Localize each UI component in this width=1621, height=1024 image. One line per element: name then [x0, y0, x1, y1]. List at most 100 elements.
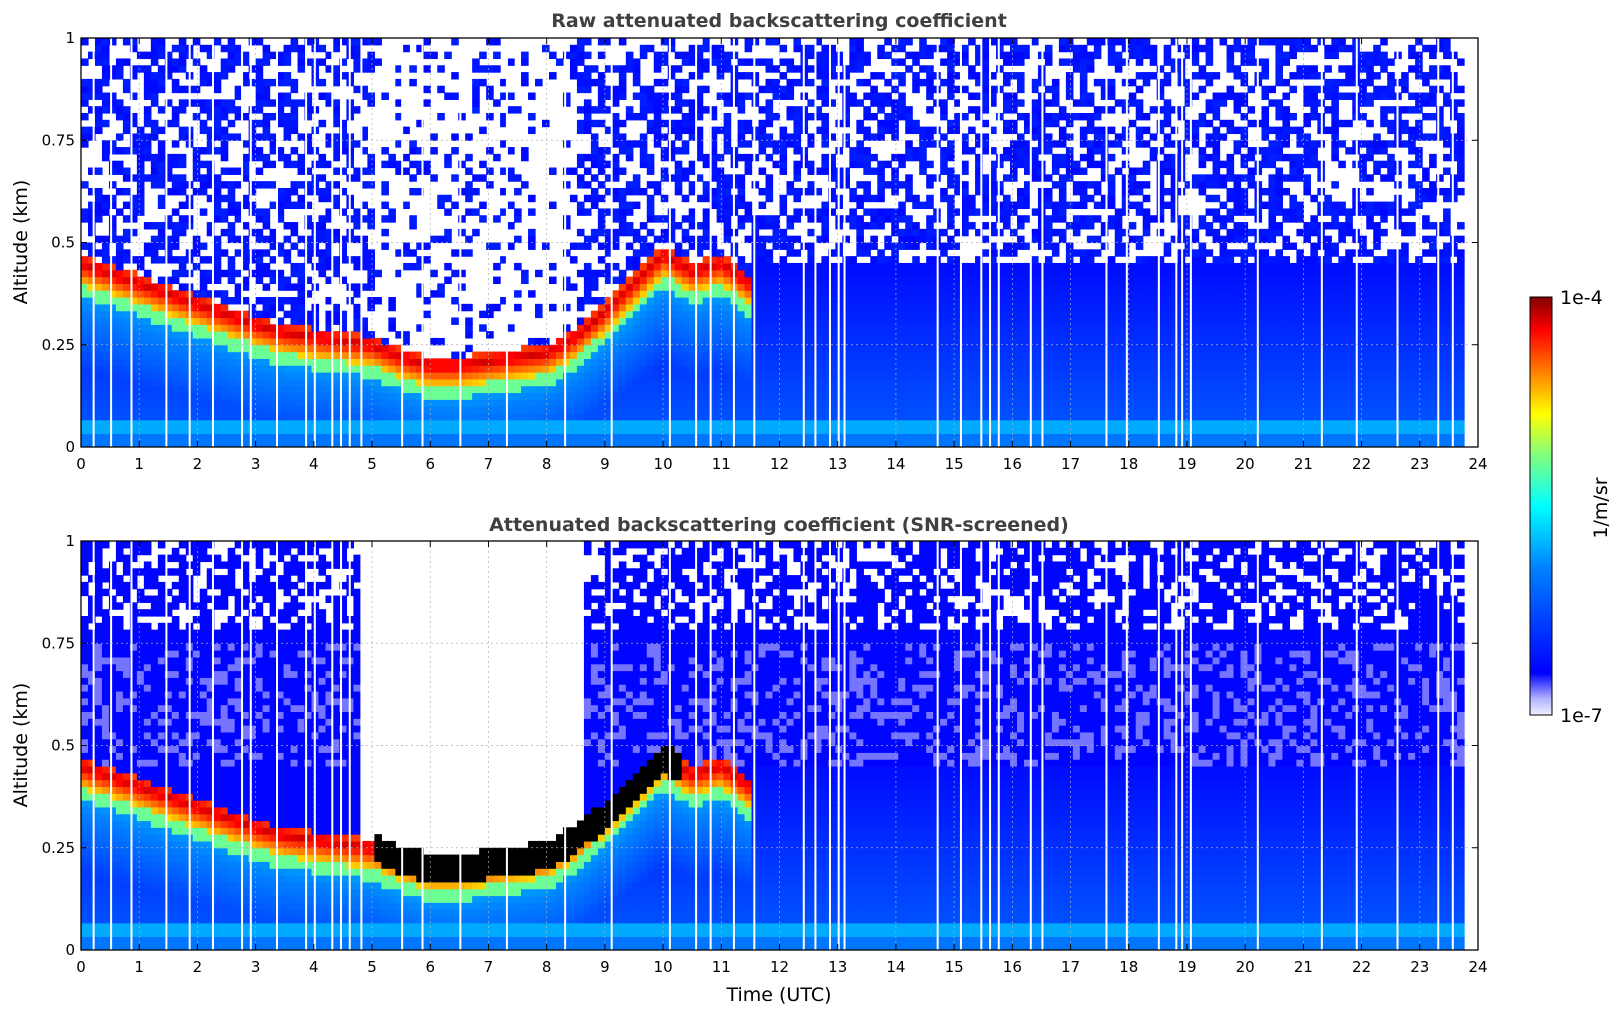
heatmap-cell: [122, 399, 131, 407]
heatmap-cell: [269, 269, 278, 278]
heatmap-cell: [863, 433, 871, 441]
heatmap-cell: [709, 262, 718, 271]
heatmap-cell: [129, 140, 138, 148]
heatmap-cell: [779, 201, 788, 210]
heatmap-cell: [150, 372, 159, 380]
heatmap-cell: [891, 72, 899, 80]
heatmap-cell: [283, 406, 292, 414]
heatmap-cell: [947, 276, 955, 284]
heatmap-cell: [926, 406, 934, 414]
heatmap-cell: [611, 290, 620, 298]
heatmap-cell: [723, 324, 732, 332]
heatmap-cell: [297, 133, 306, 141]
heatmap-cell: [206, 297, 215, 305]
heatmap-cell: [143, 140, 152, 148]
heatmap-cell: [877, 262, 885, 271]
heatmap-cell: [353, 310, 361, 319]
heatmap-cell: [898, 228, 906, 237]
heatmap-cell: [597, 194, 606, 203]
heatmap-cell: [695, 419, 704, 428]
heatmap-cell: [262, 269, 271, 278]
heatmap-cell: [716, 372, 725, 380]
heatmap-cell: [863, 269, 871, 278]
heatmap-cell: [667, 331, 676, 339]
heatmap-cell: [926, 372, 934, 380]
heatmap-cell: [758, 358, 767, 366]
heatmap-cell: [374, 297, 382, 305]
heatmap-cell: [751, 215, 760, 223]
heatmap-cell: [688, 344, 697, 353]
heatmap-cell: [674, 242, 683, 250]
heatmap-cell: [828, 372, 836, 380]
heatmap-cell: [884, 242, 892, 250]
heatmap-cell: [758, 392, 767, 400]
heatmap-cell: [255, 106, 264, 114]
heatmap-cell: [611, 426, 620, 434]
heatmap-cell: [255, 310, 264, 319]
heatmap-cell: [276, 406, 285, 414]
heatmap-cell: [234, 133, 243, 141]
heatmap-cell: [793, 317, 802, 325]
heatmap-cell: [702, 262, 711, 271]
heatmap-cell: [870, 331, 878, 339]
heatmap-cell: [863, 303, 871, 312]
heatmap-cell: [772, 344, 781, 353]
heatmap-cell: [304, 310, 313, 319]
heatmap-cell: [912, 337, 920, 346]
heatmap-cell: [164, 187, 173, 196]
heatmap-cell: [674, 181, 683, 189]
heatmap-cell: [674, 147, 683, 155]
heatmap-cell: [590, 419, 599, 428]
heatmap-cell: [877, 297, 885, 305]
heatmap-cell: [521, 392, 529, 400]
heatmap-cell: [863, 222, 871, 230]
heatmap-cell: [206, 290, 215, 298]
heatmap-cell: [360, 392, 368, 400]
heatmap-cell: [304, 372, 313, 380]
heatmap-cell: [821, 256, 829, 264]
heatmap-cell: [758, 372, 767, 380]
heatmap-cell: [583, 167, 592, 175]
heatmap-cell: [318, 372, 327, 380]
heatmap-cell: [604, 242, 613, 250]
heatmap-cell: [486, 351, 494, 359]
heatmap-cell: [269, 51, 278, 60]
heatmap-cell: [709, 365, 718, 373]
heatmap-cell: [339, 72, 348, 80]
heatmap-cell: [905, 228, 913, 237]
heatmap-cell: [765, 256, 774, 264]
heatmap-cell: [255, 167, 264, 175]
heatmap-cell: [157, 126, 166, 135]
heatmap-cell: [248, 351, 257, 359]
heatmap-cell: [772, 440, 781, 447]
heatmap-cell: [667, 147, 676, 155]
heatmap-cell: [227, 201, 236, 210]
heatmap-cell: [262, 399, 271, 407]
heatmap-cell: [870, 419, 878, 428]
heatmap-cell: [360, 65, 368, 73]
heatmap-cell: [814, 65, 823, 73]
heatmap-cell: [618, 92, 627, 100]
heatmap-cell: [772, 378, 781, 387]
heatmap-cell: [178, 262, 187, 271]
heatmap-cell: [297, 331, 306, 339]
heatmap-cell: [688, 126, 697, 135]
heatmap-cell: [828, 133, 836, 141]
heatmap-cell: [562, 337, 571, 346]
heatmap-cell: [374, 433, 382, 441]
heatmap-cell: [814, 297, 823, 305]
heatmap-cell: [465, 317, 473, 325]
heatmap-cell: [213, 399, 222, 407]
heatmap-cell: [227, 51, 236, 60]
heatmap-cell: [660, 167, 669, 175]
heatmap-cell: [136, 256, 145, 264]
heatmap-cell: [954, 303, 962, 312]
heatmap-cell: [115, 269, 124, 278]
heatmap-cell: [122, 419, 131, 428]
heatmap-cell: [171, 426, 180, 434]
heatmap-cell: [590, 78, 599, 87]
heatmap-cell: [898, 99, 906, 107]
heatmap-cell: [779, 228, 788, 237]
heatmap-cell: [751, 38, 760, 46]
heatmap-cell: [562, 167, 571, 175]
